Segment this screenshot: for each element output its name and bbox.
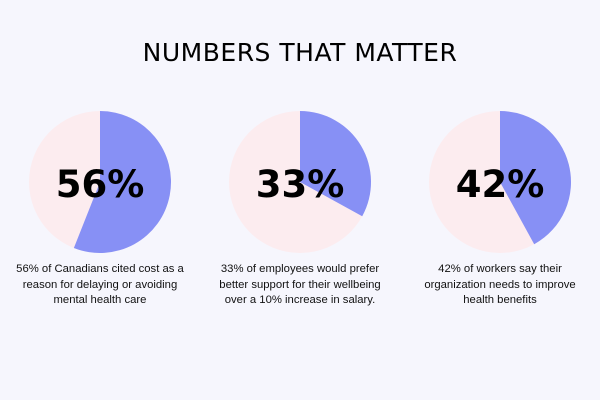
pie-chart (429, 111, 571, 253)
stat-panel-benefits: 42% 42% of workers say their organizatio… (400, 0, 600, 400)
percentage-label: 56% (55, 163, 145, 206)
stat-caption: 33% of employees would prefer better sup… (219, 263, 381, 306)
pie-slice-highlight (300, 111, 371, 217)
percentage-label: 42% (455, 163, 545, 206)
stat-caption: 42% of workers say their organization ne… (424, 263, 576, 306)
stat-caption: 56% of Canadians cited cost as a reason … (16, 263, 184, 306)
percentage-label: 33% (255, 163, 345, 206)
page-title: NUMBERS THAT MATTER (142, 38, 458, 67)
pie-chart (29, 111, 172, 253)
pie-chart (229, 111, 371, 253)
pie-slice-highlight (500, 111, 571, 245)
pie-slice-highlight (73, 111, 172, 253)
stat-panel-cost: 56% 56% of Canadians cited cost as a rea… (0, 0, 200, 400)
stat-panel-employees: 33% 33% of employees would prefer better… (200, 0, 400, 400)
